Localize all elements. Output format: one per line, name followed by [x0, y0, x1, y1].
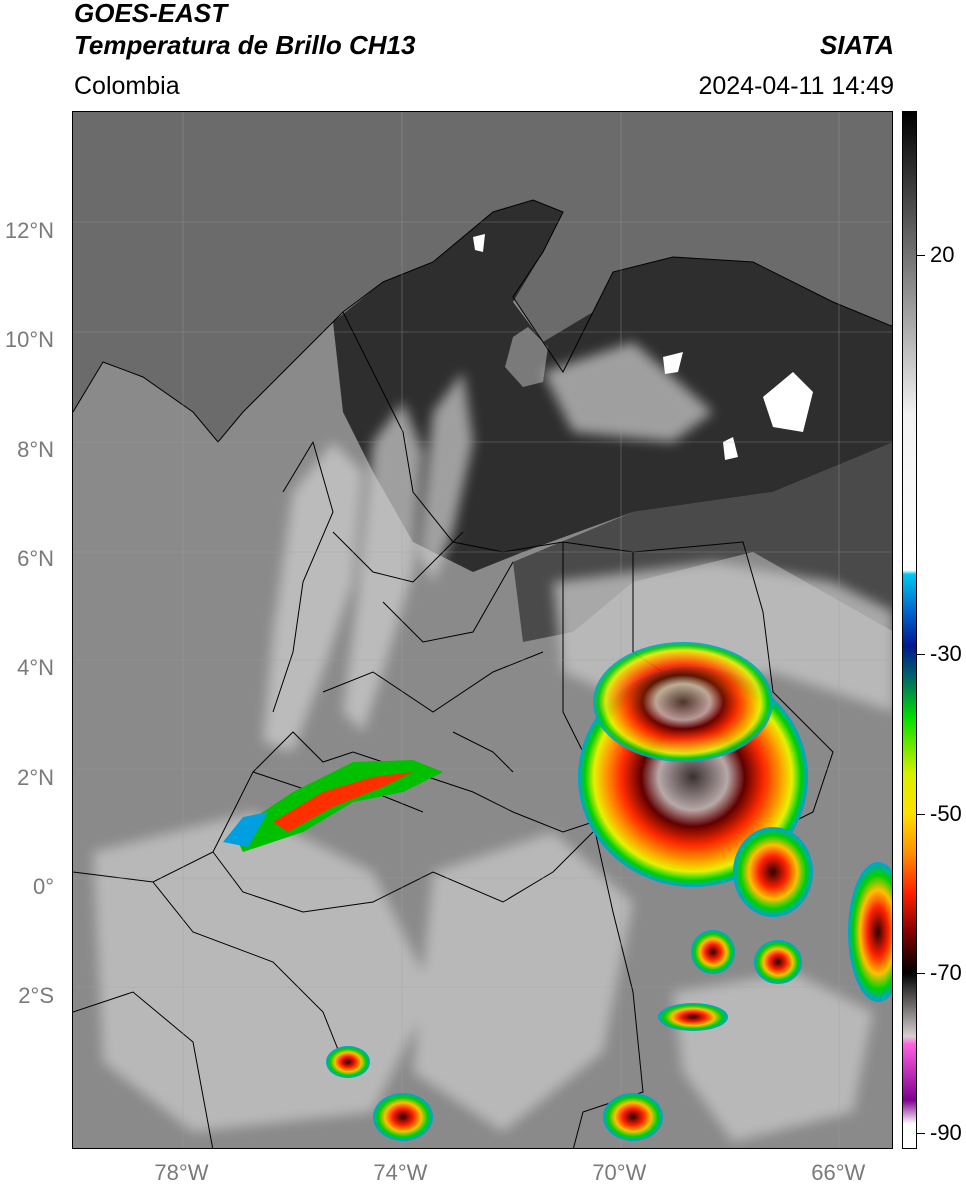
colorbar [902, 111, 917, 1149]
storm-cell-3 [658, 1003, 728, 1031]
organization-label: SIATA [819, 30, 894, 60]
latitude-label: 6°N [17, 545, 54, 571]
satellite-map[interactable] [72, 111, 893, 1149]
product-title: Temperatura de Brillo CH13 [74, 30, 416, 60]
colorbar-tick-label: 20 [930, 241, 955, 267]
colorbar-tick-label: -90 [930, 1120, 962, 1146]
latitude-label: 8°N [17, 436, 54, 462]
andes-highlands [263, 342, 713, 752]
colorbar-tick-mark [917, 254, 925, 256]
satellite-title: GOES-EAST [74, 0, 228, 28]
colorbar-tick-mark [917, 653, 925, 655]
storm-east-north [593, 642, 773, 762]
map-canvas [73, 112, 892, 1148]
latitude-label: 2°S [18, 983, 54, 1009]
lake-maracaibo [505, 327, 548, 387]
latitude-label: 4°N [17, 655, 54, 681]
colorbar-tick-mark [917, 973, 925, 975]
colorbar-tick-mark [917, 813, 925, 815]
storm-east-south [733, 827, 813, 917]
longitude-label: 78°W [154, 1160, 209, 1185]
colorbar-tick-label: -30 [930, 640, 962, 666]
latitude-label: 10°N [4, 327, 54, 353]
colorbar-tick-label: -50 [930, 800, 962, 826]
colorbar-tick-label: -70 [930, 960, 962, 986]
longitude-label: 66°W [811, 1160, 866, 1185]
band-andes-blue [223, 812, 268, 847]
storm-cell-2 [754, 940, 802, 984]
longitude-label: 70°W [592, 1160, 647, 1185]
storm-cell-south-1 [326, 1046, 370, 1078]
storm-cell-1 [691, 930, 735, 974]
convective-storms [223, 642, 892, 1141]
cold-cloud-patches [473, 234, 813, 460]
band-andes-red [273, 772, 413, 832]
latitude-label: 0° [32, 873, 54, 899]
latitude-label: 2°N [17, 764, 54, 790]
datetime-label: 2024-04-11 14:49 [698, 72, 894, 100]
storm-cell-edge [848, 862, 892, 1002]
colorbar-tick-mark [917, 1133, 925, 1135]
region-label: Colombia [74, 72, 180, 100]
latitude-label: 12°N [4, 218, 54, 244]
storm-cell-south-2 [373, 1093, 433, 1141]
storm-cell-south-3 [603, 1093, 663, 1141]
longitude-label: 74°W [373, 1160, 428, 1185]
